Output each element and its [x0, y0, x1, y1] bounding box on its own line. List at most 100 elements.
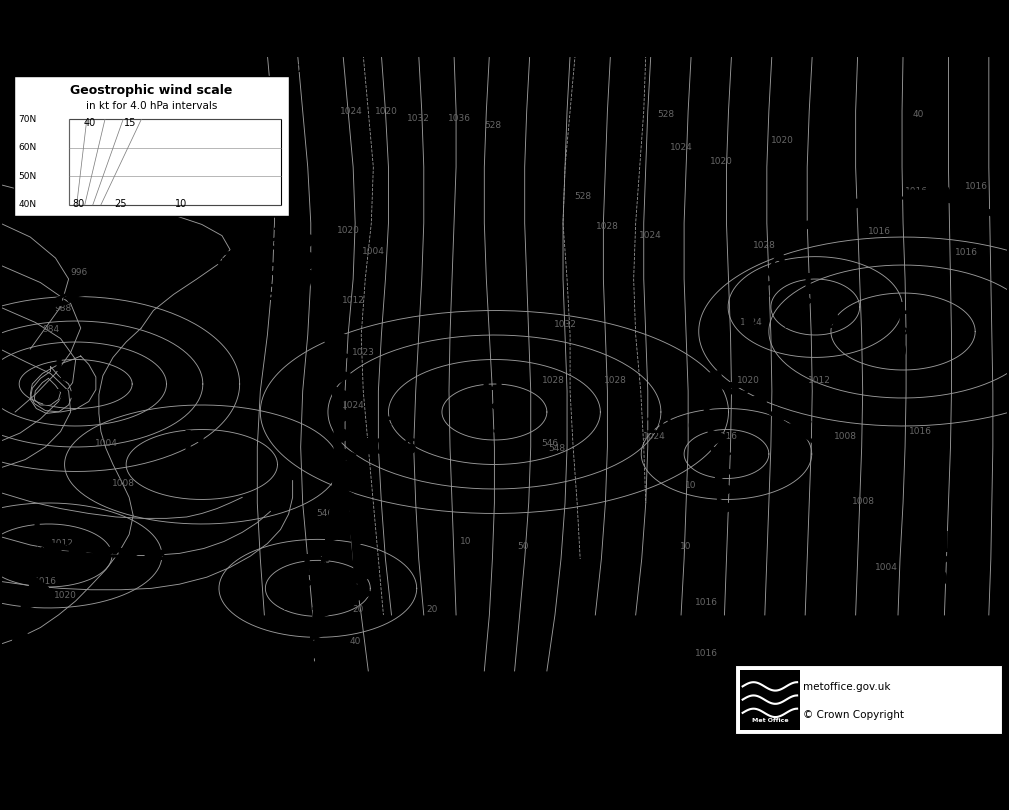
- Text: 984: 984: [42, 325, 59, 334]
- Polygon shape: [714, 464, 734, 481]
- Polygon shape: [824, 202, 847, 220]
- Polygon shape: [64, 287, 91, 302]
- Polygon shape: [711, 446, 732, 463]
- Polygon shape: [699, 370, 721, 386]
- Text: 1023: 1023: [352, 348, 374, 357]
- Polygon shape: [328, 347, 350, 367]
- Text: 1016: 1016: [869, 227, 891, 236]
- Polygon shape: [343, 493, 364, 511]
- Text: 1008: 1008: [834, 432, 857, 441]
- Polygon shape: [774, 246, 792, 263]
- Polygon shape: [809, 434, 832, 448]
- Polygon shape: [67, 545, 90, 554]
- Polygon shape: [308, 659, 330, 679]
- Polygon shape: [319, 309, 342, 328]
- Text: © Crown Copyright: © Crown Copyright: [803, 710, 904, 720]
- Polygon shape: [333, 386, 355, 406]
- Text: 1008: 1008: [112, 479, 134, 488]
- Polygon shape: [310, 640, 332, 659]
- Text: 25: 25: [114, 199, 126, 209]
- Text: H: H: [481, 377, 503, 405]
- Text: 1016: 1016: [909, 427, 931, 436]
- Polygon shape: [13, 627, 32, 644]
- Text: 10: 10: [175, 199, 187, 209]
- Text: L: L: [53, 349, 72, 377]
- Text: 10: 10: [680, 542, 692, 551]
- Text: 1024: 1024: [340, 107, 362, 116]
- Text: L: L: [802, 272, 820, 300]
- Polygon shape: [329, 504, 351, 523]
- Polygon shape: [9, 645, 29, 661]
- Polygon shape: [262, 207, 286, 220]
- Polygon shape: [167, 261, 195, 274]
- Polygon shape: [335, 425, 356, 445]
- Polygon shape: [985, 207, 1008, 223]
- Polygon shape: [21, 593, 41, 609]
- Polygon shape: [313, 289, 337, 309]
- Polygon shape: [797, 215, 821, 229]
- Polygon shape: [171, 178, 195, 188]
- Text: 1012: 1012: [51, 539, 74, 548]
- Polygon shape: [88, 279, 115, 292]
- Text: 40N: 40N: [18, 200, 36, 209]
- Text: 988: 988: [53, 304, 72, 313]
- Text: 1006: 1006: [645, 417, 703, 437]
- Text: 1020: 1020: [771, 136, 793, 145]
- Text: 1008: 1008: [62, 185, 84, 194]
- Text: 546: 546: [317, 509, 333, 518]
- Text: 979: 979: [40, 390, 85, 409]
- Text: 20: 20: [352, 605, 364, 614]
- Text: 1004: 1004: [95, 439, 117, 448]
- Text: 50: 50: [517, 542, 529, 551]
- Text: 1020: 1020: [375, 107, 398, 116]
- Text: 528: 528: [575, 192, 591, 201]
- Text: 1020: 1020: [710, 157, 733, 166]
- Polygon shape: [718, 499, 737, 516]
- Polygon shape: [875, 186, 901, 202]
- Text: Met Office: Met Office: [752, 718, 788, 723]
- Polygon shape: [826, 453, 850, 468]
- Text: 1016: 1016: [966, 182, 988, 191]
- Polygon shape: [311, 620, 333, 640]
- Text: 1016: 1016: [695, 649, 717, 658]
- Polygon shape: [961, 197, 985, 207]
- Polygon shape: [92, 547, 115, 556]
- Text: 40: 40: [349, 637, 361, 646]
- Polygon shape: [723, 382, 748, 394]
- Text: 1016: 1016: [34, 577, 57, 586]
- Text: 30: 30: [319, 556, 331, 565]
- Text: 1016: 1016: [715, 432, 738, 441]
- Polygon shape: [768, 407, 792, 420]
- Polygon shape: [41, 543, 66, 552]
- Text: 1036: 1036: [448, 113, 470, 122]
- Text: 1024: 1024: [342, 400, 364, 410]
- Polygon shape: [197, 677, 221, 690]
- Text: 1004: 1004: [362, 246, 384, 255]
- Polygon shape: [334, 464, 355, 484]
- Polygon shape: [847, 196, 872, 207]
- Polygon shape: [246, 193, 269, 209]
- Polygon shape: [303, 251, 326, 270]
- Text: 1001: 1001: [919, 570, 978, 590]
- Text: L: L: [31, 521, 49, 548]
- Polygon shape: [34, 559, 54, 576]
- Polygon shape: [222, 679, 246, 692]
- Polygon shape: [120, 177, 143, 186]
- Text: 1024: 1024: [670, 143, 692, 152]
- Text: L: L: [665, 377, 683, 405]
- Polygon shape: [353, 584, 373, 602]
- Text: 40: 40: [912, 110, 924, 119]
- Polygon shape: [702, 394, 721, 411]
- Polygon shape: [745, 394, 767, 410]
- Text: 1012: 1012: [808, 376, 830, 385]
- Text: 20: 20: [426, 605, 438, 614]
- Polygon shape: [222, 249, 249, 262]
- Text: 1020: 1020: [738, 376, 760, 385]
- Polygon shape: [172, 675, 196, 688]
- Text: 1032: 1032: [408, 113, 430, 122]
- Text: L: L: [302, 553, 320, 582]
- Bar: [740, 670, 800, 730]
- Text: 1028: 1028: [542, 376, 564, 385]
- Polygon shape: [323, 687, 346, 700]
- Text: H: H: [897, 301, 919, 330]
